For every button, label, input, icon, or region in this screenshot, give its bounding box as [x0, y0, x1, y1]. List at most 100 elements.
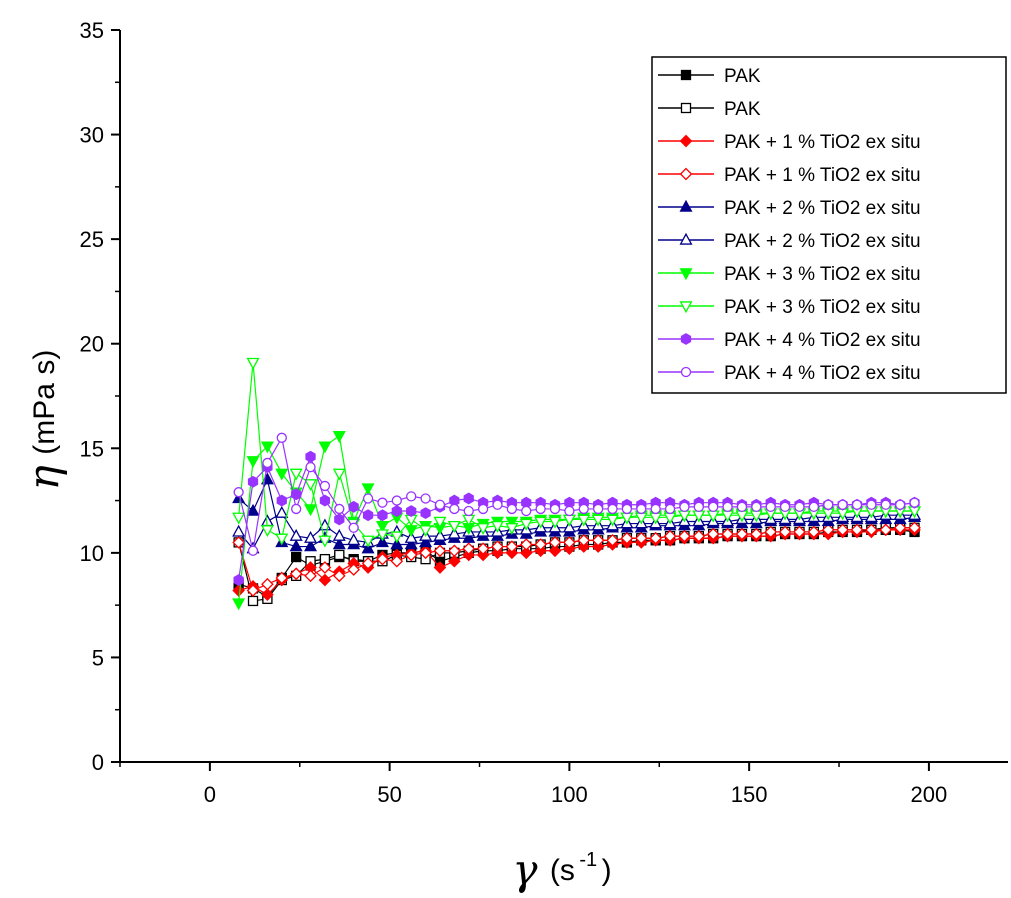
data-point — [375, 520, 389, 533]
data-point — [650, 503, 661, 515]
data-point — [276, 432, 287, 443]
data-point — [808, 501, 820, 512]
data-point — [319, 480, 331, 492]
series-3 — [232, 521, 921, 597]
data-point — [692, 510, 706, 523]
axes: 0 5 10 15 20 25 30 35 0 50 100 150 200 — [80, 18, 1008, 807]
data-point — [606, 514, 620, 527]
data-point — [433, 516, 447, 529]
y-axis-symbol: η — [19, 465, 68, 490]
data-point — [232, 524, 246, 537]
legend-item: PAK + 2 % TiO2 ex situ — [658, 231, 921, 252]
legend-item: PAK + 3 % TiO2 ex situ — [658, 297, 921, 318]
data-point — [663, 512, 677, 525]
x-axis-symbol: γ — [512, 845, 538, 894]
data-point — [491, 540, 504, 553]
data-point — [332, 431, 346, 443]
data-point — [708, 501, 719, 512]
data-point — [548, 516, 562, 529]
data-point — [706, 527, 720, 541]
legend-label: PAK + 3 % TiO2 ex situ — [724, 264, 921, 285]
data-point — [578, 503, 589, 515]
y-tick-label: 35 — [80, 18, 104, 43]
data-point — [548, 536, 562, 549]
x-axis-unit: (s — [550, 854, 575, 887]
legend-marker — [679, 232, 693, 245]
legend-item: PAK + 1 % TiO2 ex situ — [658, 165, 921, 186]
data-point — [880, 499, 891, 510]
data-point — [577, 514, 591, 527]
data-point — [391, 495, 402, 506]
y-axis-unit: (mPa s) — [28, 350, 61, 455]
data-point — [433, 544, 447, 558]
data-point — [837, 499, 848, 510]
legend: PAK PAK PAK + 1 % TiO2 ex situ PAK + 1 % Ti… — [651, 56, 1007, 394]
data-point — [246, 503, 260, 516]
data-point — [735, 527, 749, 541]
data-point — [377, 497, 388, 508]
legend-label: PAK + 4 % TiO2 ex situ — [724, 330, 921, 351]
data-point — [722, 501, 733, 512]
data-point — [908, 521, 921, 535]
x-axis-title: γ (s -1 ) — [512, 845, 611, 894]
legend-label: PAK + 1 % TiO2 ex situ — [724, 132, 921, 153]
data-point — [233, 574, 244, 586]
data-point — [634, 531, 648, 545]
data-point — [275, 571, 289, 585]
data-point — [332, 537, 346, 550]
data-point — [361, 541, 375, 554]
data-point — [505, 523, 519, 535]
data-point — [476, 523, 490, 535]
legend-label: PAK + 2 % TiO2 ex situ — [724, 231, 921, 252]
legend-label: PAK + 3 % TiO2 ex situ — [724, 297, 921, 318]
data-point — [289, 468, 303, 481]
data-point — [232, 491, 246, 504]
data-point — [793, 525, 806, 539]
data-point — [433, 528, 447, 541]
data-point — [275, 533, 289, 546]
y-tick-label: 20 — [80, 332, 104, 357]
legend-item: PAK — [658, 99, 761, 120]
data-point — [519, 538, 533, 551]
data-point — [375, 535, 389, 548]
y-tick-label: 5 — [92, 645, 104, 670]
data-point — [563, 536, 576, 549]
data-point — [390, 554, 404, 568]
data-point — [404, 531, 418, 543]
data-point — [779, 501, 791, 512]
data-point — [361, 535, 375, 548]
data-point — [419, 546, 432, 560]
data-point — [463, 492, 474, 505]
y-axis-title: η (mPa s) — [19, 350, 68, 491]
data-point — [347, 563, 361, 576]
data-point — [334, 549, 345, 561]
data-point — [462, 531, 476, 543]
data-point — [794, 501, 805, 512]
legend-marker — [680, 366, 692, 378]
data-point — [404, 537, 418, 550]
data-point — [607, 503, 618, 515]
data-point — [390, 537, 404, 550]
data-point — [318, 535, 332, 548]
data-point — [909, 497, 920, 508]
y-tick-label: 30 — [80, 123, 104, 148]
data-point — [823, 499, 834, 510]
data-point — [361, 483, 375, 496]
data-point — [851, 499, 863, 510]
legend-marker — [679, 167, 693, 181]
series-9 — [233, 432, 920, 556]
data-point — [490, 520, 504, 533]
data-point — [449, 503, 460, 515]
data-point — [765, 501, 776, 512]
data-point — [893, 521, 907, 535]
data-point — [377, 509, 388, 522]
legend-item: PAK + 1 % TiO2 ex situ — [658, 132, 921, 153]
data-point — [361, 556, 375, 570]
data-point — [433, 561, 447, 574]
data-point — [419, 525, 433, 538]
legend-item: PAK + 4 % TiO2 ex situ — [658, 330, 921, 351]
x-axis-close: ) — [602, 854, 612, 887]
data-point — [620, 531, 634, 545]
data-point — [304, 539, 318, 552]
